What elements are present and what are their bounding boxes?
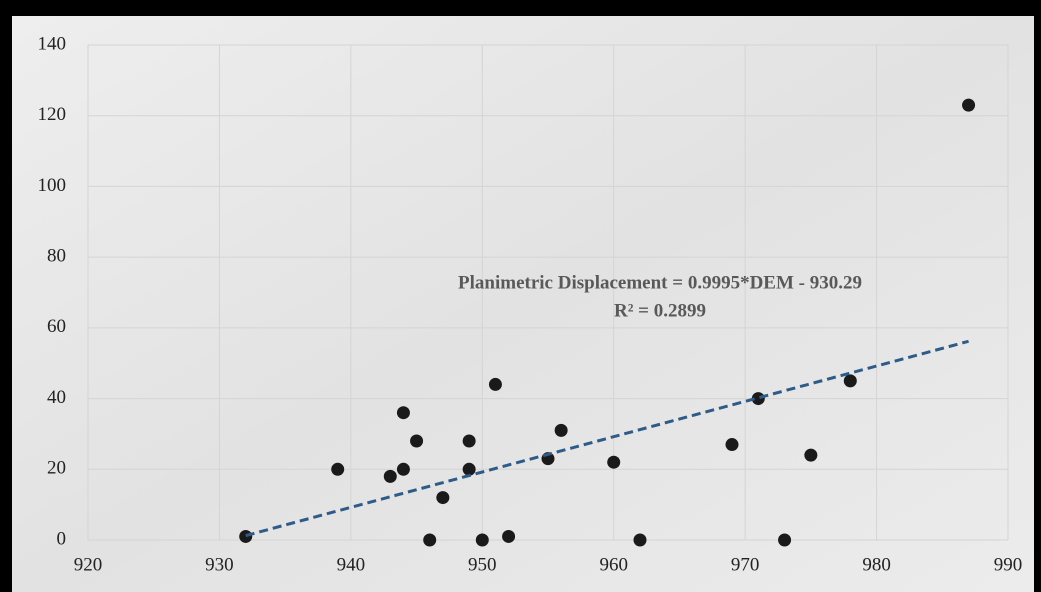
- data-point: [410, 434, 424, 448]
- data-point: [962, 98, 976, 112]
- trendline: [245, 339, 969, 538]
- y-tick-label: 60: [47, 316, 66, 337]
- data-point: [475, 533, 489, 547]
- data-point: [633, 533, 647, 547]
- data-point: [423, 533, 437, 547]
- data-point: [502, 529, 516, 543]
- x-tick-label: 930: [205, 554, 234, 575]
- data-point: [396, 406, 410, 420]
- data-point: [725, 438, 739, 452]
- x-tick-label: 990: [994, 554, 1023, 575]
- data-point: [778, 533, 792, 547]
- data-point: [554, 423, 568, 437]
- data-point: [488, 377, 502, 391]
- y-tick-label: 40: [47, 387, 66, 408]
- y-tick-label: 120: [38, 104, 67, 125]
- x-tick-label: 980: [862, 554, 891, 575]
- data-point: [239, 529, 253, 543]
- x-tick-label: 960: [599, 554, 628, 575]
- data-point: [396, 462, 410, 476]
- equation-label: Planimetric Displacement = 0.9995*DEM - …: [458, 272, 862, 293]
- data-point: [436, 491, 450, 505]
- x-tick-label: 920: [74, 554, 103, 575]
- r-squared-label: R² = 0.2899: [614, 300, 706, 321]
- data-point: [331, 462, 345, 476]
- chart-background: [12, 16, 1034, 592]
- x-tick-label: 970: [731, 554, 760, 575]
- data-point: [843, 374, 857, 388]
- y-tick-label: 0: [57, 528, 67, 549]
- y-tick-label: 100: [38, 175, 67, 196]
- data-point: [462, 434, 476, 448]
- data-point: [383, 469, 397, 483]
- y-tick-label: 80: [47, 246, 66, 267]
- x-tick-label: 940: [337, 554, 366, 575]
- y-tick-label: 140: [38, 33, 67, 54]
- x-tick-label: 950: [468, 554, 497, 575]
- data-point: [751, 392, 765, 406]
- data-point: [462, 462, 476, 476]
- data-point: [804, 448, 818, 462]
- data-point: [607, 455, 621, 469]
- y-tick-label: 20: [47, 458, 66, 479]
